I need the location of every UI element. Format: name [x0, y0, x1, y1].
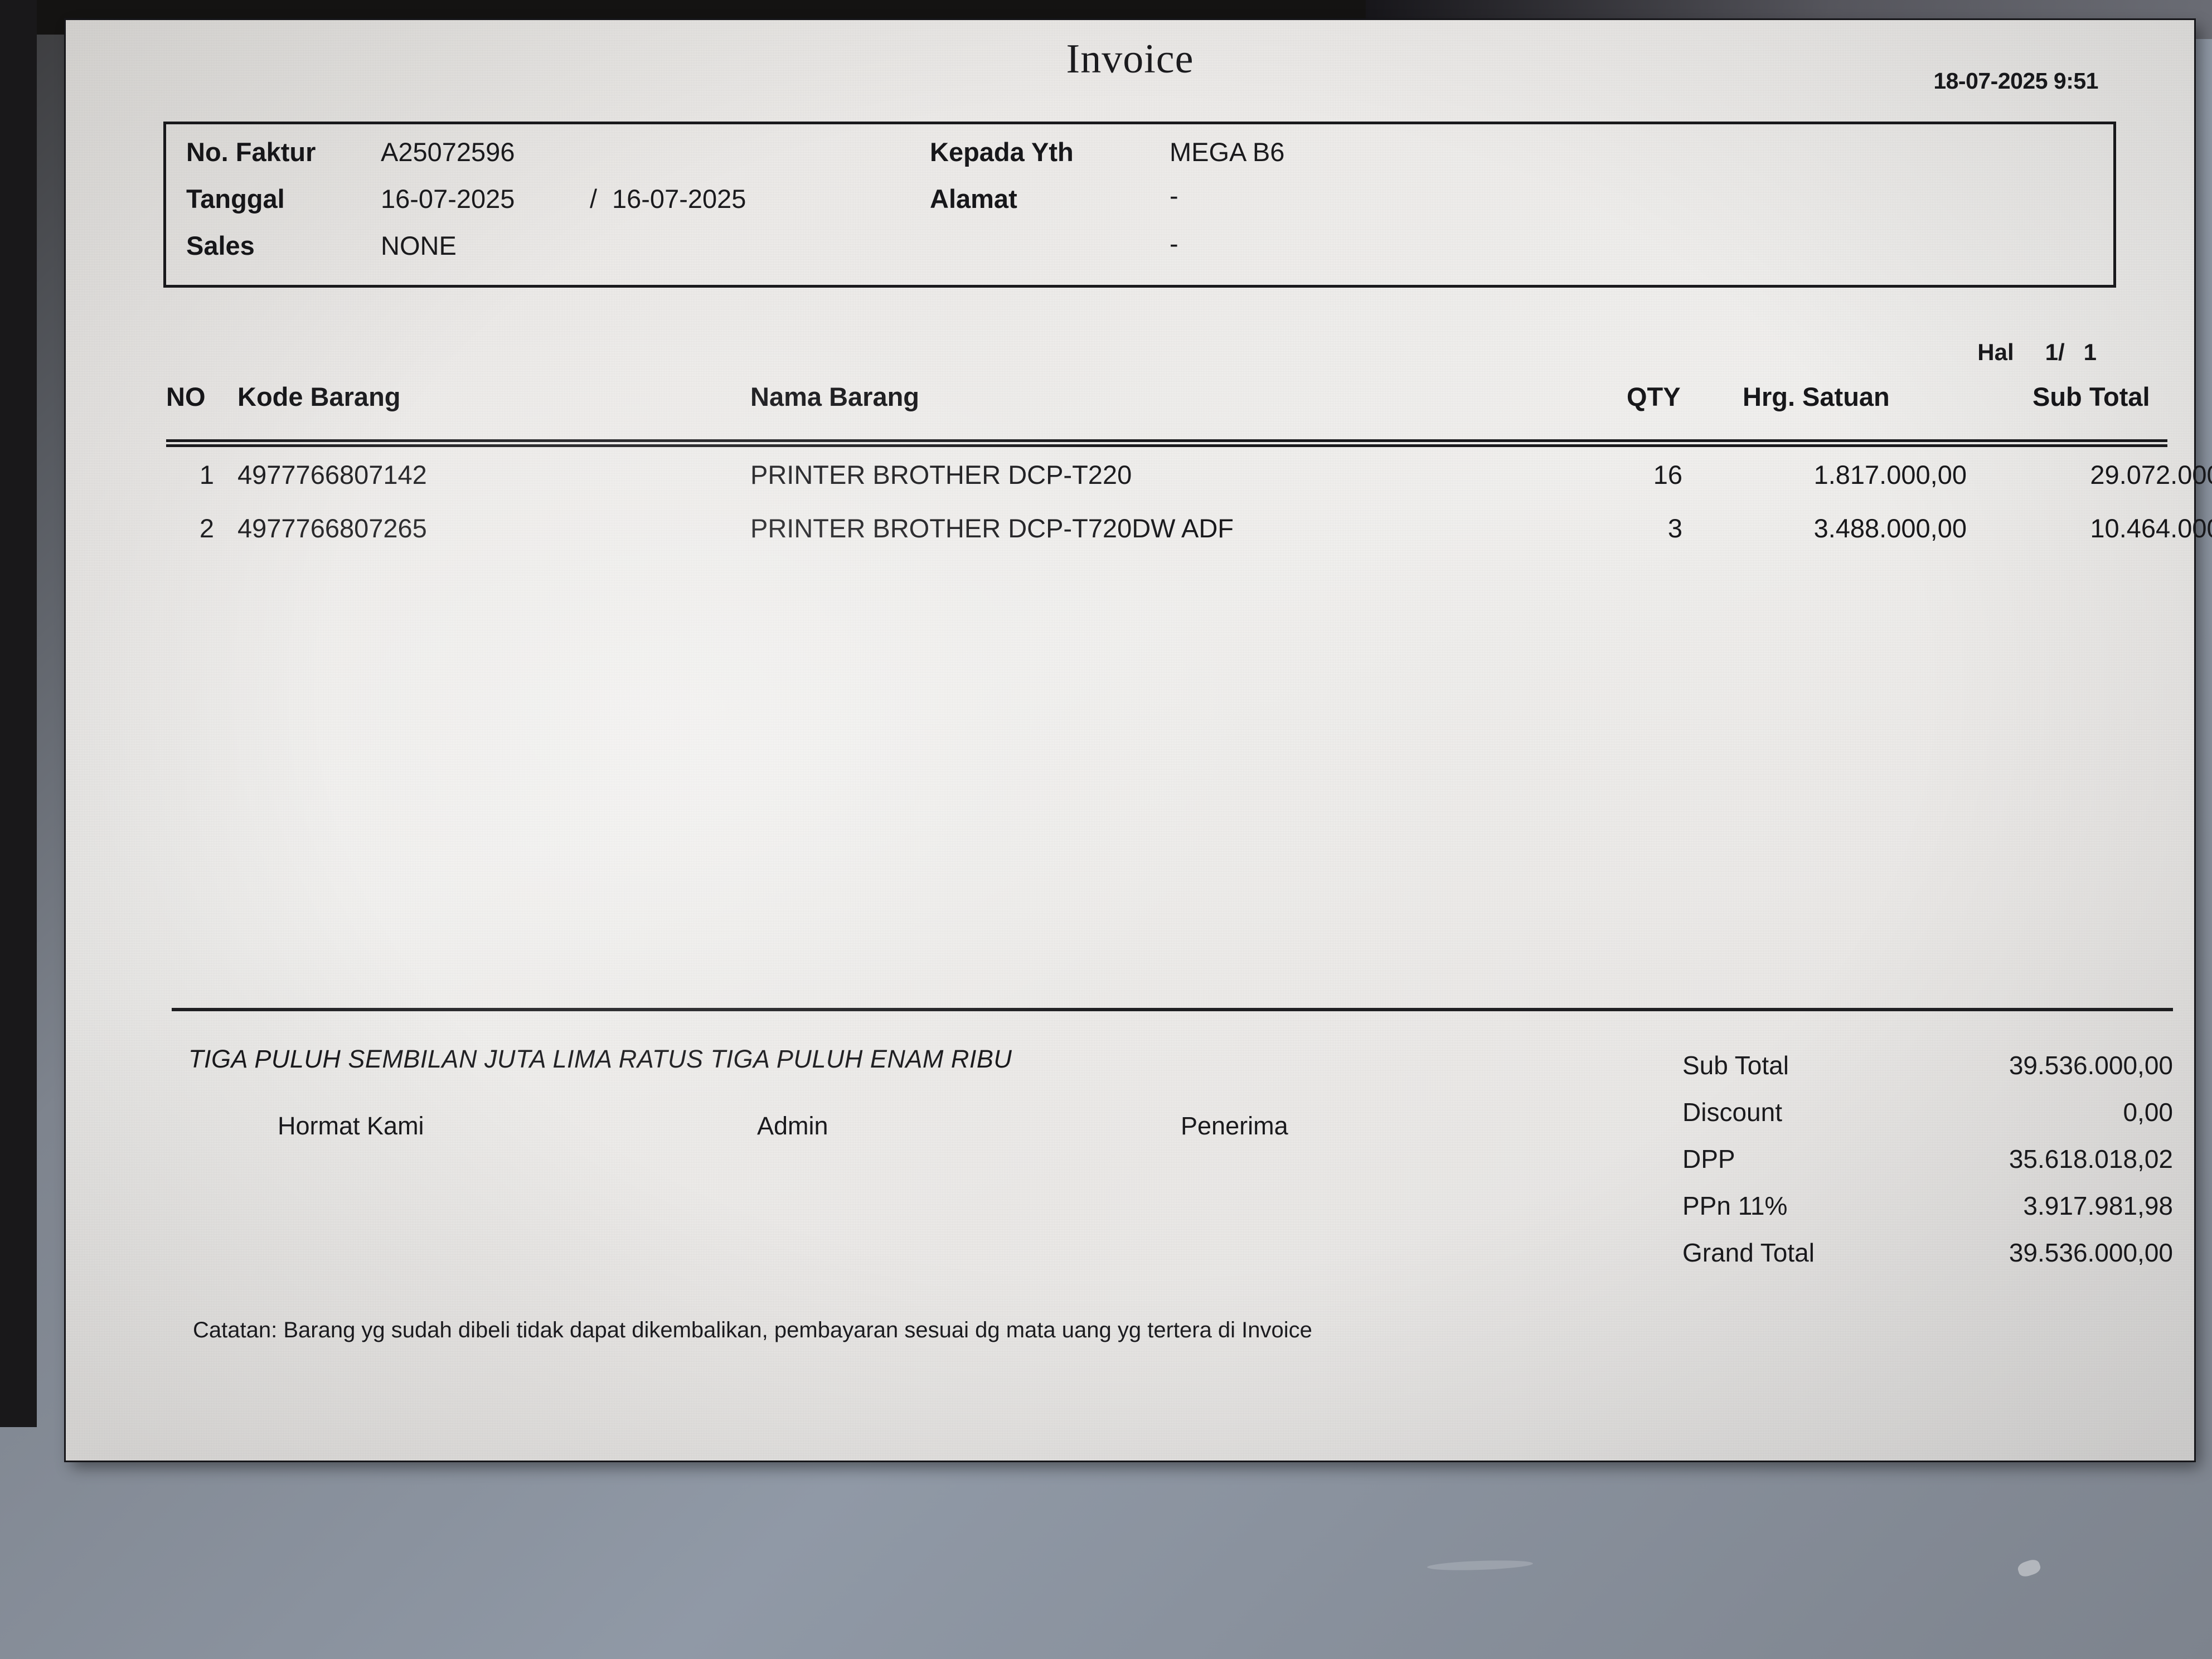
totals-row-discount: Discount 0,00 [1682, 1097, 2173, 1144]
desktop-smudge [1427, 1559, 1534, 1572]
label-kepada-yth: Kepada Yth [930, 137, 1074, 167]
cell-no: 1 [199, 460, 214, 489]
invoice-header-box: No. Faktur A25072596 Tanggal 16-07-2025 … [163, 122, 2116, 288]
column-header-qty: QTY [1627, 382, 1681, 411]
cell-kode-barang: 4977766807142 [237, 460, 427, 489]
signature-label-hormat-kami: Hormat Kami [278, 1112, 424, 1140]
cell-qty: 3 [1667, 513, 1682, 543]
label-sales: Sales [186, 231, 255, 260]
cell-nama-barang: PRINTER BROTHER DCP-T220 [750, 460, 1132, 489]
column-header-nama-barang: Nama Barang [750, 382, 919, 411]
value-alamat-line1: - [1170, 181, 1178, 210]
totals-label-ppn: PPn 11% [1682, 1191, 1788, 1220]
table-row[interactable]: 2 4977766807265 PRINTER BROTHER DCP-T720… [166, 513, 2212, 566]
value-kepada-yth: MEGA B6 [1170, 137, 1285, 167]
totals-value-ppn: 3.917.981,98 [2023, 1191, 2173, 1220]
cell-qty: 16 [1653, 460, 1682, 489]
value-sales: NONE [381, 231, 457, 260]
table-header-rule [166, 439, 2167, 447]
column-header-sub-total: Sub Total [2032, 382, 2150, 411]
value-no-faktur: A25072596 [381, 137, 515, 167]
label-alamat: Alamat [930, 184, 1017, 214]
footer-note: Catatan: Barang yg sudah dibeli tidak da… [193, 1318, 1312, 1342]
column-header-no: NO [166, 382, 206, 411]
totals-separator-rule [172, 1008, 2173, 1011]
signature-label-admin: Admin [757, 1112, 828, 1140]
print-timestamp: 18-07-2025 9:51 [1933, 68, 2098, 94]
totals-row-grand-total: Grand Total 39.536.000,00 [1682, 1238, 2173, 1284]
value-tanggal-jatuh-tempo: 16-07-2025 [612, 184, 746, 214]
totals-label-discount: Discount [1682, 1098, 1782, 1127]
cell-no: 2 [199, 513, 214, 543]
page-indicator: Hal 1/1 [1977, 339, 2097, 366]
page-indicator-total: 1 [2083, 339, 2097, 365]
page-indicator-label: Hal [1977, 339, 2014, 365]
totals-label-sub-total: Sub Total [1682, 1051, 1789, 1080]
page-title: Invoice [1066, 36, 1194, 82]
cell-harga-satuan: 3.488.000,00 [1813, 513, 1967, 543]
cell-sub-total: 10.464.000,00 [2090, 513, 2212, 543]
totals-value-discount: 0,00 [2123, 1098, 2173, 1127]
column-header-kode-barang: Kode Barang [237, 382, 401, 411]
cell-sub-total: 29.072.000,00 [2090, 460, 2212, 489]
signature-label-penerima: Penerima [1181, 1112, 1288, 1140]
monitor-bezel-left [0, 0, 37, 1427]
cell-harga-satuan: 1.817.000,00 [1813, 460, 1967, 489]
value-tanggal: 16-07-2025 [381, 184, 515, 214]
totals-value-sub-total: 39.536.000,00 [2009, 1051, 2173, 1080]
value-tanggal-separator: / [590, 184, 598, 214]
items-table-header: NO Kode Barang Nama Barang QTY Hrg. Satu… [166, 381, 2170, 424]
cell-nama-barang: PRINTER BROTHER DCP-T720DW ADF [750, 513, 1234, 543]
totals-label-dpp: DPP [1682, 1144, 1735, 1173]
invoice-document: Invoice 18-07-2025 9:51 No. Faktur A2507… [66, 20, 2212, 1461]
totals-value-dpp: 35.618.018,02 [2009, 1144, 2173, 1173]
totals-panel: Sub Total 39.536.000,00 Discount 0,00 DP… [1682, 1050, 2173, 1284]
column-header-harga-satuan: Hrg. Satuan [1743, 382, 1890, 411]
label-no-faktur: No. Faktur [186, 137, 316, 167]
totals-row-sub-total: Sub Total 39.536.000,00 [1682, 1050, 2173, 1097]
table-row[interactable]: 1 4977766807142 PRINTER BROTHER DCP-T220… [166, 459, 2212, 513]
totals-value-grand-total: 39.536.000,00 [2009, 1238, 2173, 1267]
label-tanggal: Tanggal [186, 184, 285, 214]
totals-row-ppn: PPn 11% 3.917.981,98 [1682, 1191, 2173, 1238]
desktop-speck [2016, 1558, 2043, 1579]
totals-label-grand-total: Grand Total [1682, 1238, 1815, 1267]
value-alamat-line2: - [1170, 229, 1178, 258]
table-header-row: NO Kode Barang Nama Barang QTY Hrg. Satu… [166, 381, 2170, 424]
page-indicator-current: 1/ [2045, 339, 2065, 365]
amount-in-words: TIGA PULUH SEMBILAN JUTA LIMA RATUS TIGA… [188, 1045, 1012, 1073]
totals-row-dpp: DPP 35.618.018,02 [1682, 1144, 2173, 1191]
cell-kode-barang: 4977766807265 [237, 513, 427, 543]
